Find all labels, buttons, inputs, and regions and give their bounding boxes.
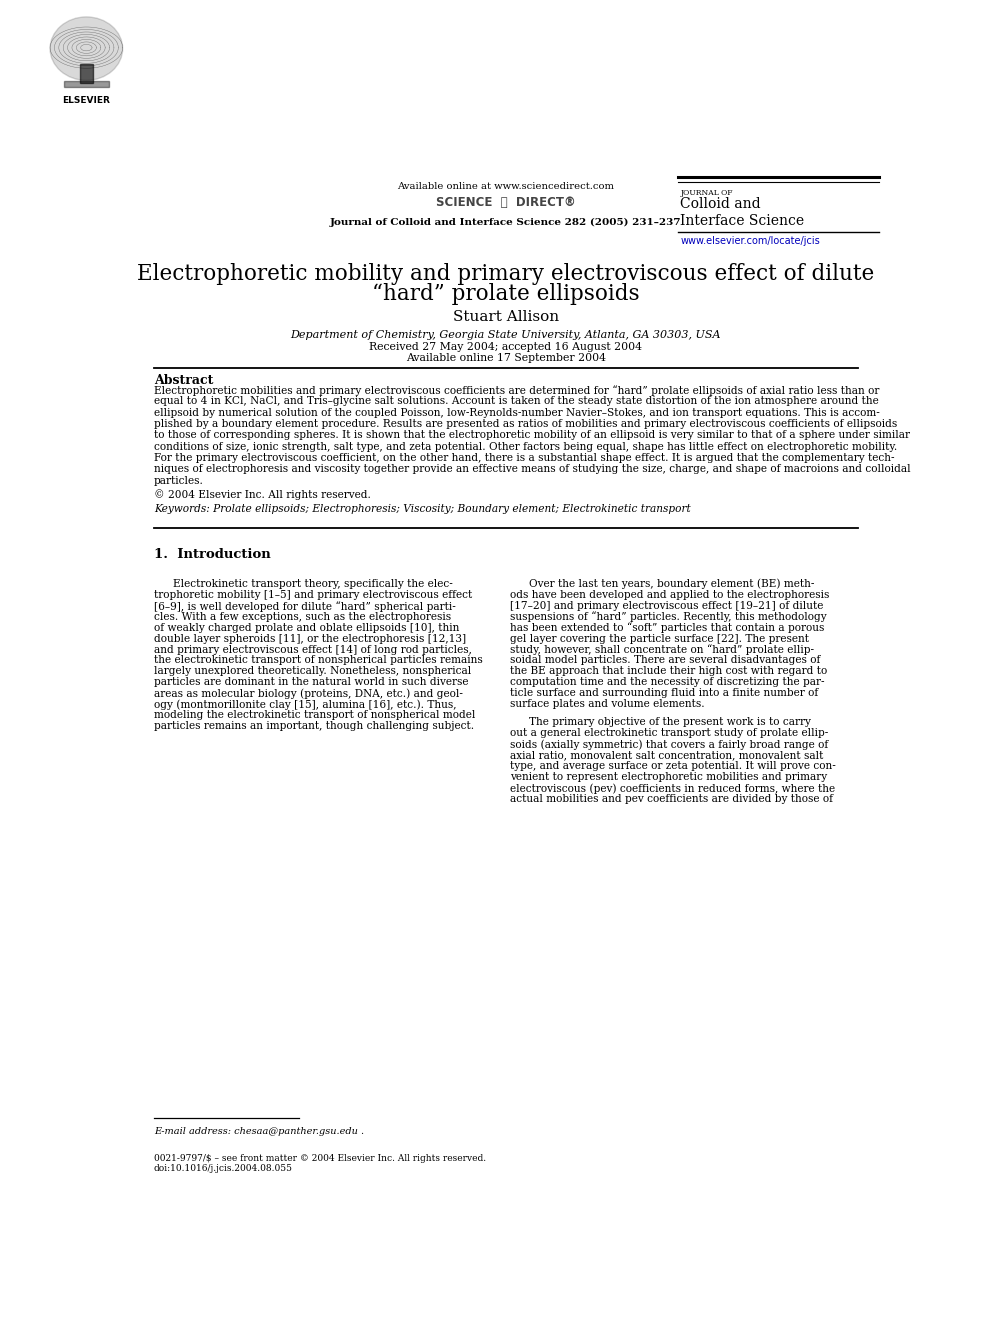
Text: soidal model particles. There are several disadvantages of: soidal model particles. There are severa… [509,655,819,665]
Text: conditions of size, ionic strength, salt type, and zeta potential. Other factors: conditions of size, ionic strength, salt… [154,442,896,451]
Text: 0021-9797/$ – see front matter © 2004 Elsevier Inc. All rights reserved.: 0021-9797/$ – see front matter © 2004 El… [154,1154,485,1163]
Text: Interface Science: Interface Science [679,214,804,228]
Text: © 2004 Elsevier Inc. All rights reserved.: © 2004 Elsevier Inc. All rights reserved… [154,490,371,500]
Text: ods have been developed and applied to the electrophoresis: ods have been developed and applied to t… [509,590,828,599]
Text: actual mobilities and pev coefficients are divided by those of: actual mobilities and pev coefficients a… [509,794,832,804]
Text: E-mail address: chesaa@panther.gsu.edu .: E-mail address: chesaa@panther.gsu.edu . [154,1127,364,1135]
Text: double layer spheroids [11], or the electrophoresis [12,13]: double layer spheroids [11], or the elec… [154,634,465,643]
Circle shape [50,17,122,81]
Text: SCIENCE  ⓓ  DIRECT®: SCIENCE ⓓ DIRECT® [436,196,575,209]
Text: and primary electroviscous effect [14] of long rod particles,: and primary electroviscous effect [14] o… [154,644,471,655]
Text: For the primary electroviscous coefficient, on the other hand, there is a substa: For the primary electroviscous coefficie… [154,452,893,463]
Text: study, however, shall concentrate on “hard” prolate ellip-: study, however, shall concentrate on “ha… [509,644,812,655]
Text: 1.  Introduction: 1. Introduction [154,548,270,561]
Text: [17–20] and primary electroviscous effect [19–21] of dilute: [17–20] and primary electroviscous effec… [509,601,822,611]
Bar [63,81,109,87]
Text: Received 27 May 2004; accepted 16 August 2004: Received 27 May 2004; accepted 16 August… [369,343,642,352]
Text: Available online 17 September 2004: Available online 17 September 2004 [405,353,605,364]
Text: soids (axially symmetric) that covers a fairly broad range of: soids (axially symmetric) that covers a … [509,740,827,750]
Text: Colloid and: Colloid and [679,197,760,212]
Text: JOURNAL OF: JOURNAL OF [679,189,732,197]
Text: gel layer covering the particle surface [22]. The present: gel layer covering the particle surface … [509,634,808,643]
Text: niques of electrophoresis and viscosity together provide an effective means of s: niques of electrophoresis and viscosity … [154,464,910,475]
Text: Abstract: Abstract [154,373,213,386]
Text: axial ratio, monovalent salt concentration, monovalent salt: axial ratio, monovalent salt concentrati… [509,750,822,761]
Text: cles. With a few exceptions, such as the electrophoresis: cles. With a few exceptions, such as the… [154,611,451,622]
Text: surface plates and volume elements.: surface plates and volume elements. [509,700,704,709]
Text: Journal of Colloid and Interface Science 282 (2005) 231–237: Journal of Colloid and Interface Science… [329,218,681,228]
Text: “hard” prolate ellipsoids: “hard” prolate ellipsoids [372,283,639,306]
Text: Electrophoretic mobilities and primary electroviscous coefficients are determine: Electrophoretic mobilities and primary e… [154,385,879,396]
Text: ticle surface and surrounding fluid into a finite number of: ticle surface and surrounding fluid into… [509,688,817,699]
Text: trophoretic mobility [1–5] and primary electroviscous effect: trophoretic mobility [1–5] and primary e… [154,590,471,599]
Text: Electrophoretic mobility and primary electroviscous effect of dilute: Electrophoretic mobility and primary ele… [137,263,874,284]
Text: modeling the electrokinetic transport of nonspherical model: modeling the electrokinetic transport of… [154,710,475,720]
Text: doi:10.1016/j.jcis.2004.08.055: doi:10.1016/j.jcis.2004.08.055 [154,1164,293,1174]
Text: Stuart Allison: Stuart Allison [453,310,558,324]
Text: Department of Chemistry, Georgia State University, Atlanta, GA 30303, USA: Department of Chemistry, Georgia State U… [290,329,721,340]
Text: equal to 4 in KCl, NaCl, and Tris–glycine salt solutions. Account is taken of th: equal to 4 in KCl, NaCl, and Tris–glycin… [154,397,878,406]
Text: particles remains an important, though challenging subject.: particles remains an important, though c… [154,721,473,732]
Text: ellipsoid by numerical solution of the coupled Poisson, low-Reynolds-number Navi: ellipsoid by numerical solution of the c… [154,407,879,418]
Text: www.elsevier.com/locate/jcis: www.elsevier.com/locate/jcis [679,237,819,246]
Text: plished by a boundary element procedure. Results are presented as ratios of mobi: plished by a boundary element procedure.… [154,419,896,429]
Text: the electrokinetic transport of nonspherical particles remains: the electrokinetic transport of nonspher… [154,655,482,665]
Text: Available online at www.sciencedirect.com: Available online at www.sciencedirect.co… [397,183,613,192]
Text: the BE approach that include their high cost with regard to: the BE approach that include their high … [509,667,826,676]
Text: The primary objective of the present work is to carry: The primary objective of the present wor… [528,717,810,728]
Text: electroviscous (pev) coefficients in reduced forms, where the: electroviscous (pev) coefficients in red… [509,783,834,794]
Text: has been extended to “soft” particles that contain a porous: has been extended to “soft” particles th… [509,623,823,634]
Text: of weakly charged prolate and oblate ellipsoids [10], thin: of weakly charged prolate and oblate ell… [154,623,458,632]
Text: particles.: particles. [154,476,204,486]
Bar [80,64,93,83]
Text: ogy (montmorillonite clay [15], alumina [16], etc.). Thus,: ogy (montmorillonite clay [15], alumina … [154,700,456,710]
Text: venient to represent electrophoretic mobilities and primary: venient to represent electrophoretic mob… [509,773,826,782]
Text: [6–9], is well developed for dilute “hard” spherical parti-: [6–9], is well developed for dilute “har… [154,601,456,611]
Text: particles are dominant in the natural world in such diverse: particles are dominant in the natural wo… [154,677,468,688]
Text: to those of corresponding spheres. It is shown that the electrophoretic mobility: to those of corresponding spheres. It is… [154,430,909,441]
Text: Keywords: Prolate ellipsoids; Electrophoresis; Viscosity; Boundary element; Elec: Keywords: Prolate ellipsoids; Electropho… [154,504,690,515]
Text: areas as molecular biology (proteins, DNA, etc.) and geol-: areas as molecular biology (proteins, DN… [154,688,462,699]
Text: suspensions of “hard” particles. Recently, this methodology: suspensions of “hard” particles. Recentl… [509,611,825,622]
Text: Over the last ten years, boundary element (BE) meth-: Over the last ten years, boundary elemen… [528,579,813,589]
Text: ELSEVIER: ELSEVIER [62,97,110,106]
Text: computation time and the necessity of discretizing the par-: computation time and the necessity of di… [509,677,823,688]
Text: out a general electrokinetic transport study of prolate ellip-: out a general electrokinetic transport s… [509,729,827,738]
Text: Electrokinetic transport theory, specifically the elec-: Electrokinetic transport theory, specifi… [173,579,453,589]
Text: largely unexplored theoretically. Nonetheless, nonspherical: largely unexplored theoretically. Noneth… [154,667,470,676]
Text: type, and average surface or zeta potential. It will prove con-: type, and average surface or zeta potent… [509,761,834,771]
